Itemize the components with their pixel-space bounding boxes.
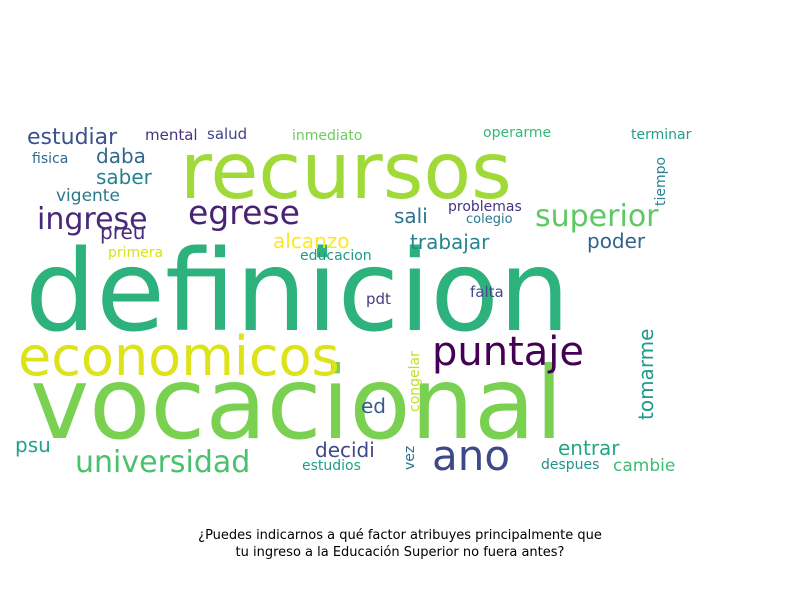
cloud-word-ingrese: ingrese — [37, 202, 148, 237]
cloud-word-vocacional: vocacional — [30, 345, 563, 462]
cloud-word-operarme: operarme — [483, 125, 551, 141]
cloud-word-ano: ano — [432, 431, 510, 480]
cloud-word-mental: mental — [145, 126, 198, 144]
cloud-word-economicos: economicos — [18, 325, 340, 388]
cloud-word-daba: daba — [96, 144, 146, 168]
cloud-word-trabajar: trabajar — [410, 230, 490, 254]
cloud-word-cambie: cambie — [613, 456, 675, 476]
cloud-word-psu: psu — [15, 433, 51, 457]
cloud-word-estudiar: estudiar — [27, 125, 118, 150]
cloud-word-saber: saber — [96, 165, 153, 189]
cloud-word-despues: despues — [541, 457, 599, 473]
cloud-word-definicion: definicion — [25, 227, 570, 357]
cloud-word-superior: superior — [535, 199, 659, 234]
cloud-word-estudios: estudios — [302, 458, 361, 474]
cloud-word-ed: ed — [361, 394, 386, 418]
cloud-word-primera: primera — [108, 245, 163, 261]
caption-line-2: tu ingreso a la Educación Superior no fu… — [235, 545, 565, 560]
cloud-word-alcanzo: alcanzo — [273, 229, 349, 253]
caption-line-1: ¿Puedes indicarnos a qué factor atribuye… — [198, 528, 602, 543]
cloud-word-pdt: pdt — [366, 290, 391, 308]
cloud-word-vez: vez — [402, 446, 418, 470]
cloud-word-tomarme: tomarme — [634, 329, 658, 420]
cloud-word-tiempo: tiempo — [653, 157, 669, 206]
cloud-word-preu: preu — [100, 220, 145, 244]
cloud-word-poder: poder — [587, 229, 646, 253]
cloud-word-puntaje: puntaje — [432, 329, 584, 375]
cloud-word-vigente: vigente — [56, 186, 120, 206]
cloud-word-inmediato: inmediato — [292, 128, 362, 144]
cloud-word-recursos: recursos — [180, 127, 512, 217]
cloud-word-decidi: decidi — [315, 438, 375, 462]
cloud-word-sali: sali — [394, 204, 428, 228]
cloud-word-congelar: congelar — [407, 351, 423, 412]
cloud-word-entrar: entrar — [558, 436, 620, 460]
cloud-word-educacion: educacion — [300, 248, 372, 264]
cloud-word-problemas: problemas — [448, 199, 522, 215]
cloud-word-falta: falta — [470, 283, 504, 301]
cloud-word-egrese: egrese — [188, 193, 300, 232]
cloud-word-terminar: terminar — [631, 127, 692, 143]
cloud-word-salud: salud — [207, 125, 247, 143]
cloud-word-colegio: colegio — [466, 212, 513, 227]
cloud-word-fisica: fisica — [32, 151, 68, 167]
figure-caption: ¿Puedes indicarnos a qué factor atribuye… — [100, 527, 700, 561]
cloud-word-universidad: universidad — [75, 445, 250, 480]
